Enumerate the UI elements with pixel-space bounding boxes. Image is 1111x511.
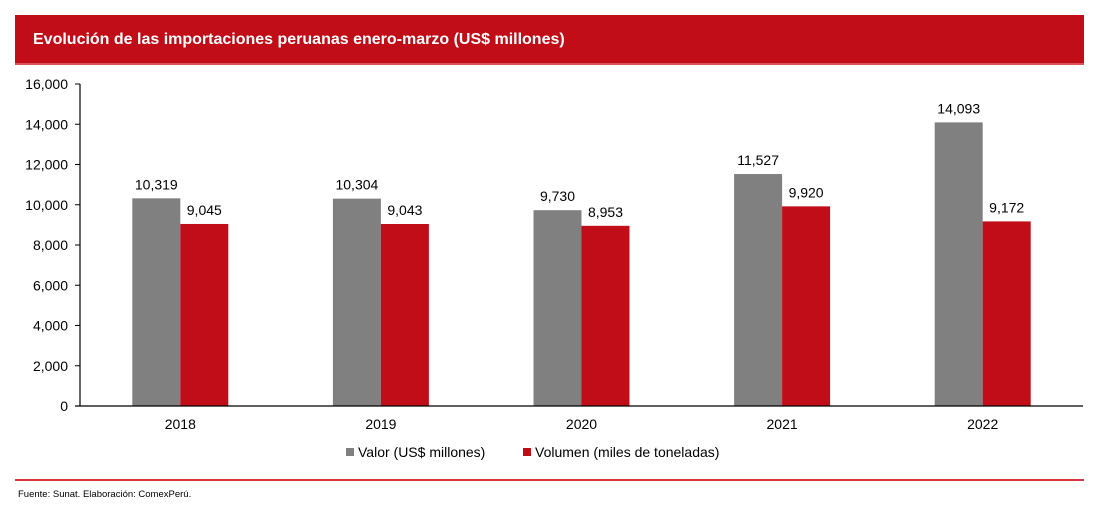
bar-valor-2018 <box>132 198 181 406</box>
chart-legend: Valor (US$ millones) Volumen (miles de t… <box>0 444 1111 464</box>
legend-swatch-valor <box>346 448 354 456</box>
y-tick-label: 6,000 <box>33 277 68 293</box>
footer-divider <box>15 479 1084 481</box>
bar-chart: 0 2,000 4,000 6,000 8,000 10,000 12,000 14,000 1… <box>25 76 1083 432</box>
x-tick-label: 2020 <box>566 416 597 432</box>
y-tick-label: 10,000 <box>25 197 68 213</box>
bar-volumen-2022 <box>982 221 1031 406</box>
y-tick-label: 0 <box>60 398 68 414</box>
data-label-volumen-2022: 9,172 <box>989 199 1024 215</box>
bar-valor-2020 <box>533 210 582 406</box>
legend-label-valor: Valor (US$ millones) <box>358 444 486 460</box>
bar-volumen-2021 <box>782 206 831 406</box>
y-tick-label: 2,000 <box>33 358 68 374</box>
legend-label-volumen: Volumen (miles de toneladas) <box>535 444 720 460</box>
bar-valor-2021 <box>734 174 783 406</box>
bar-volumen-2018 <box>180 223 229 406</box>
bar-valor-2022 <box>934 122 983 407</box>
data-label-valor-2021: 11,527 <box>737 152 779 168</box>
y-tick-label: 16,000 <box>25 76 68 92</box>
bar-volumen-2019 <box>380 224 429 406</box>
bar-volumen-2020 <box>581 225 630 406</box>
chart-title: Evolución de las importaciones peruanas … <box>33 31 565 48</box>
data-label-volumen-2018: 9,045 <box>187 202 222 218</box>
y-tick-label: 4,000 <box>33 318 68 334</box>
legend-swatch-volumen <box>523 448 531 456</box>
x-tick-label: 2021 <box>767 416 798 432</box>
data-label-volumen-2020: 8,953 <box>588 204 623 220</box>
legend-item-volumen: Volumen (miles de toneladas) <box>523 444 719 460</box>
source-note: Fuente: Sunat. Elaboración: ComexPerú. <box>18 489 192 500</box>
data-label-valor-2022: 14,093 <box>937 100 980 116</box>
data-label-volumen-2019: 9,043 <box>387 202 422 218</box>
data-label-valor-2020: 9,730 <box>540 188 575 204</box>
bar-valor-2019 <box>332 198 381 406</box>
x-tick-label: 2018 <box>165 416 196 432</box>
legend-item-valor: Valor (US$ millones) <box>346 444 485 460</box>
chart-title-bar: Evolución de las importaciones peruanas … <box>15 15 1084 65</box>
x-tick-label: 2022 <box>967 416 998 432</box>
y-tick-label: 12,000 <box>25 157 68 173</box>
data-label-valor-2019: 10,304 <box>335 177 378 193</box>
y-tick-label: 14,000 <box>25 116 68 132</box>
y-tick-label: 8,000 <box>33 237 68 253</box>
data-label-valor-2018: 10,319 <box>135 176 178 192</box>
data-label-volumen-2021: 9,920 <box>789 184 824 200</box>
x-tick-label: 2019 <box>365 416 396 432</box>
